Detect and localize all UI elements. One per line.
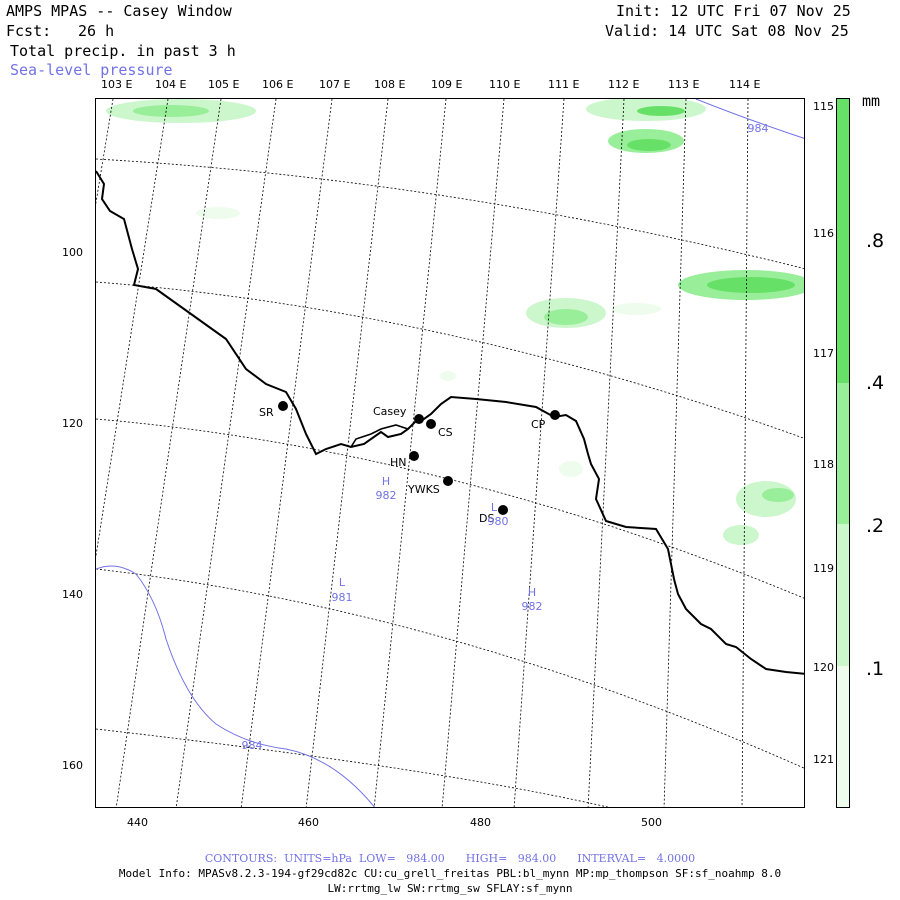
longitude-line: [663, 99, 687, 807]
longitude-line: [305, 99, 389, 807]
y-tick-label: 140: [62, 588, 83, 601]
model-info-line2: LW:rrtmg_lw SW:rrtmg_sw SFLAY:sf_mynn: [327, 882, 573, 895]
colorbar-label: .2: [866, 515, 885, 537]
colorbar-segment: [837, 666, 849, 807]
map-title: AMPS MPAS -- Casey Window: [6, 2, 232, 20]
station-marker: [278, 401, 288, 411]
map-canvas: SR Casey CS HN YWKS DS CP H 982 L 981 L …: [96, 99, 804, 807]
valid-time: Valid: 14 UTC Sat 08 Nov 25: [605, 22, 849, 40]
isobar-label: 984: [748, 122, 769, 135]
lon-label: 112 E: [608, 78, 640, 91]
contour-info: CONTOURS: UNITS=hPa LOW= 984.00 HIGH= 98…: [204, 852, 696, 865]
pressure-center-value: 982: [376, 489, 397, 502]
x-tick-label: 460: [298, 816, 319, 829]
station-label: SR: [259, 406, 274, 419]
lon-label: 103 E: [101, 78, 133, 91]
latitude-line: [96, 418, 804, 599]
precip-area: [440, 371, 456, 381]
lat-lon-grid: [96, 99, 804, 807]
isobars: [96, 99, 804, 807]
pressure-center-value: 981: [332, 591, 353, 604]
pressure-center-kind: L: [491, 501, 498, 514]
station-marker: [426, 419, 436, 429]
y-tick-label: 100: [62, 246, 83, 259]
precip-area: [611, 303, 661, 315]
model-info: Model Info: MPASv8.2.3-194-gf29cd82c CU:…: [118, 867, 782, 880]
lon-label: 106 E: [262, 78, 294, 91]
y-tick-label: 160: [62, 759, 83, 772]
station-label: CS: [438, 426, 453, 439]
station-label: HN: [390, 456, 407, 469]
longitude-line: [175, 99, 277, 807]
forecast-hours: 26 h: [78, 22, 115, 40]
station-marker: [409, 451, 419, 461]
longitude-line: [587, 99, 625, 807]
colorbar-label: .1: [866, 658, 885, 680]
isobar-984: [96, 565, 375, 807]
precip-area: [627, 139, 671, 151]
station-marker: [550, 410, 560, 420]
station-marker: [498, 505, 508, 515]
precip-area: [544, 309, 588, 325]
lon-label: 104 E: [155, 78, 187, 91]
precip-area: [707, 277, 795, 293]
coastline: [96, 170, 804, 675]
precip-area: [637, 106, 685, 116]
longitude-line: [96, 99, 114, 205]
coastline-inlet: [350, 424, 409, 448]
precip-area: [196, 207, 240, 219]
lon-label: 110 E: [489, 78, 521, 91]
precip-area: [762, 488, 794, 502]
longitude-line: [441, 99, 505, 807]
longitude-line: [513, 99, 565, 807]
y-tick-label: 120: [62, 417, 83, 430]
pressure-center-kind: H: [382, 475, 390, 488]
station-label: CP: [531, 418, 546, 431]
station-marker: [443, 476, 453, 486]
isobar-984: [695, 99, 804, 139]
station-marker: [414, 414, 424, 424]
precip-area: [559, 461, 583, 477]
x-tick-label: 500: [641, 816, 662, 829]
map-panel: SR Casey CS HN YWKS DS CP H 982 L 981 L …: [95, 98, 805, 808]
station-label: DS: [479, 512, 494, 525]
station-label: Casey: [373, 405, 407, 418]
colorbar-segment: [837, 383, 849, 524]
colorbar-segment: [837, 99, 849, 383]
colorbar-label: .8: [866, 230, 885, 252]
station-markers: [278, 401, 560, 515]
lon-label: 111 E: [548, 78, 580, 91]
lon-label: 107 E: [319, 78, 351, 91]
overlay-title: Sea-level pressure: [10, 61, 173, 79]
precip-area: [133, 105, 209, 117]
pressure-center-kind: L: [339, 576, 346, 589]
pressure-center-value: 980: [488, 515, 509, 528]
longitude-line: [240, 99, 333, 807]
longitude-line: [741, 99, 749, 807]
colorbar-label: .4: [866, 372, 885, 394]
lon-label: 114 E: [729, 78, 761, 91]
latitude-line: [96, 728, 610, 807]
init-time: Init: 12 UTC Fri 07 Nov 25: [616, 2, 851, 20]
colorbar-unit: mm: [862, 92, 881, 110]
isobar-label: 984: [242, 739, 263, 752]
longitude-line: [115, 99, 222, 807]
field-title: Total precip. in past 3 h: [10, 42, 236, 60]
lon-label: 105 E: [208, 78, 240, 91]
x-tick-label: 480: [470, 816, 491, 829]
lon-label: 109 E: [431, 78, 463, 91]
latitude-line: [96, 568, 804, 769]
forecast-label: Fcst:: [6, 22, 52, 40]
station-label: YWKS: [407, 483, 440, 496]
lon-label: 108 E: [374, 78, 406, 91]
pressure-center-kind: H: [528, 586, 536, 599]
pressure-center-value: 982: [522, 600, 543, 613]
lon-label: 113 E: [668, 78, 700, 91]
latitude-line: [96, 281, 804, 439]
precip-shading: [106, 99, 804, 545]
precip-colorbar: [836, 98, 850, 808]
x-tick-label: 440: [127, 816, 148, 829]
colorbar-segment: [837, 524, 849, 666]
precip-area: [723, 525, 759, 545]
